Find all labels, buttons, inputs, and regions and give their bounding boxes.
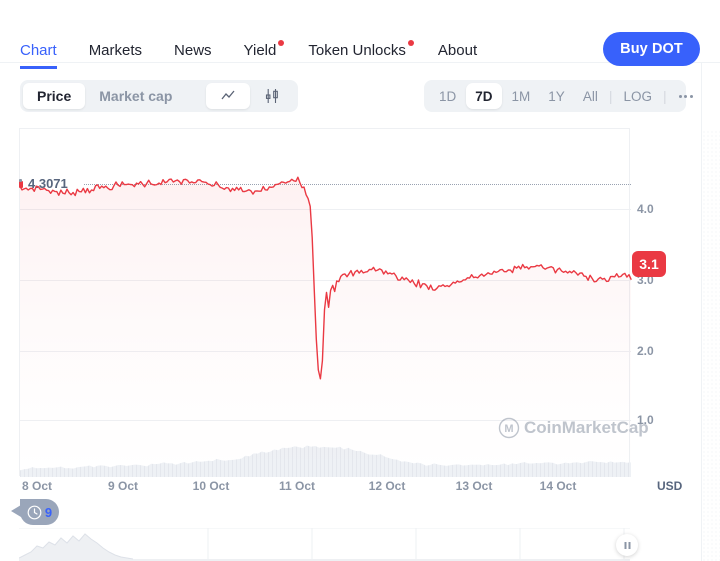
svg-text:M: M	[504, 423, 513, 435]
